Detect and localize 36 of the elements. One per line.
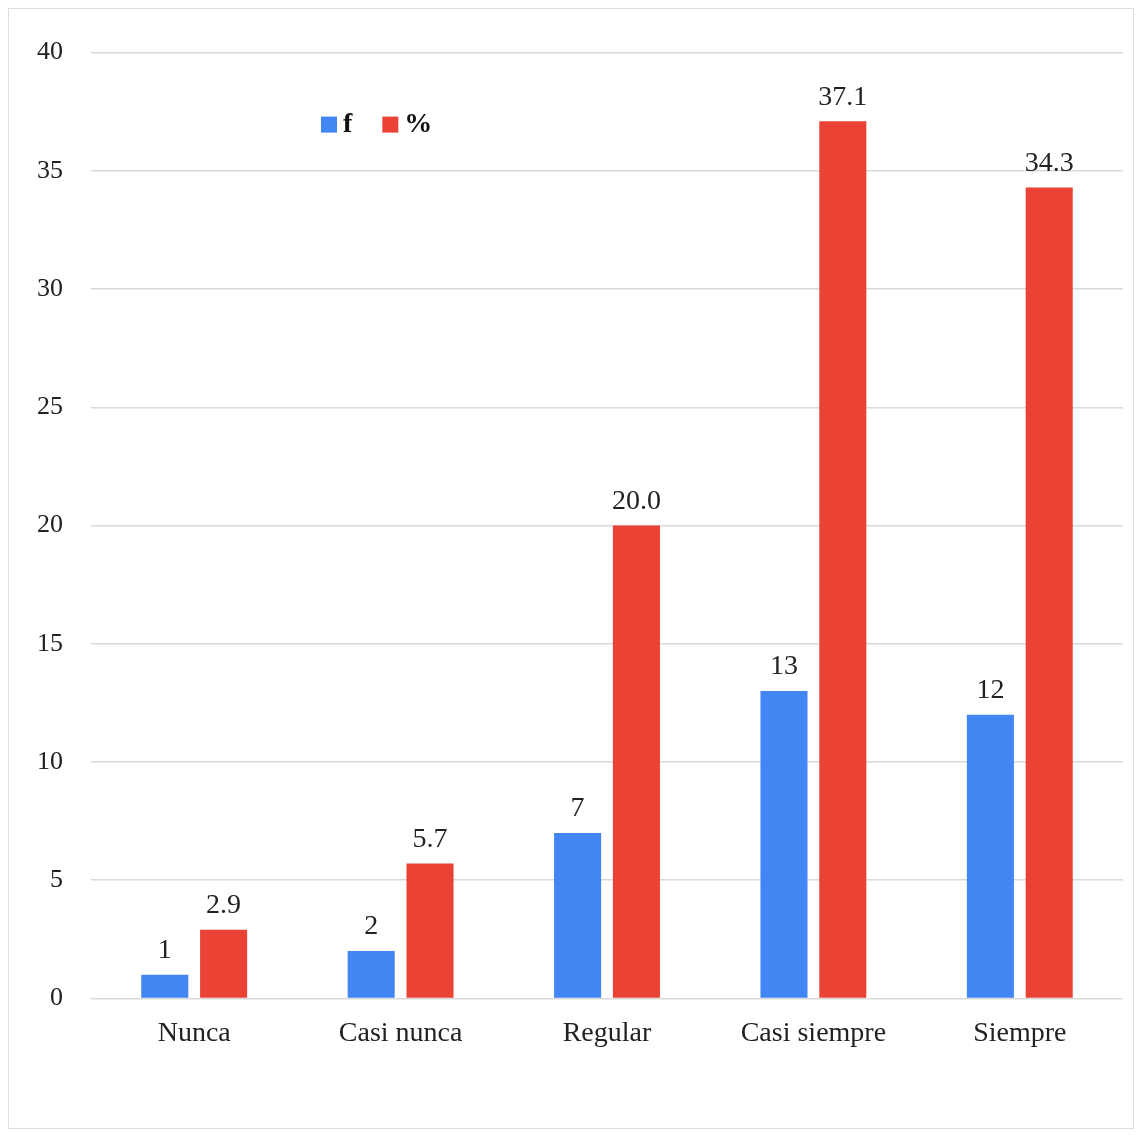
y-tick-label: 10 [37,745,63,775]
data-label: 2.9 [206,888,242,920]
data-label: 1 [157,933,172,965]
x-tick-label: Nunca [157,1015,232,1047]
x-tick-label: Casi nunca [338,1015,463,1047]
y-tick-label: 5 [50,864,63,893]
x-tick-label: Regular [562,1015,652,1047]
y-tick-label: 35 [37,154,63,184]
y-tick-label: 0 [50,982,63,1012]
x-tick-label: Casi siempre [740,1015,887,1047]
data-label: 20.0 [611,483,661,515]
data-label: 12 [976,673,1005,705]
x-tick-label: Siempre [973,1015,1067,1047]
data-label: 37.1 [818,79,868,111]
data-label: 7 [570,791,585,823]
data-label: 5.7 [412,821,448,853]
y-tick-label: 15 [37,627,63,657]
bar [200,929,248,998]
bar [612,525,660,998]
y-tick-label: 30 [37,272,63,302]
data-label: 13 [769,649,798,681]
bar [406,863,454,998]
bar [141,974,189,998]
bar [1025,187,1073,998]
bar [966,714,1014,998]
y-tick-label: 25 [37,391,63,421]
data-label: 34.3 [1024,145,1074,177]
bar [554,832,602,998]
legend-label: % [404,106,433,138]
y-tick-label: 20 [37,509,63,539]
bar [760,691,808,998]
data-label: 2 [364,909,379,941]
legend-label: f [343,106,353,138]
y-tick-label: 40 [37,36,63,66]
bar [347,951,395,998]
bar [819,121,867,998]
